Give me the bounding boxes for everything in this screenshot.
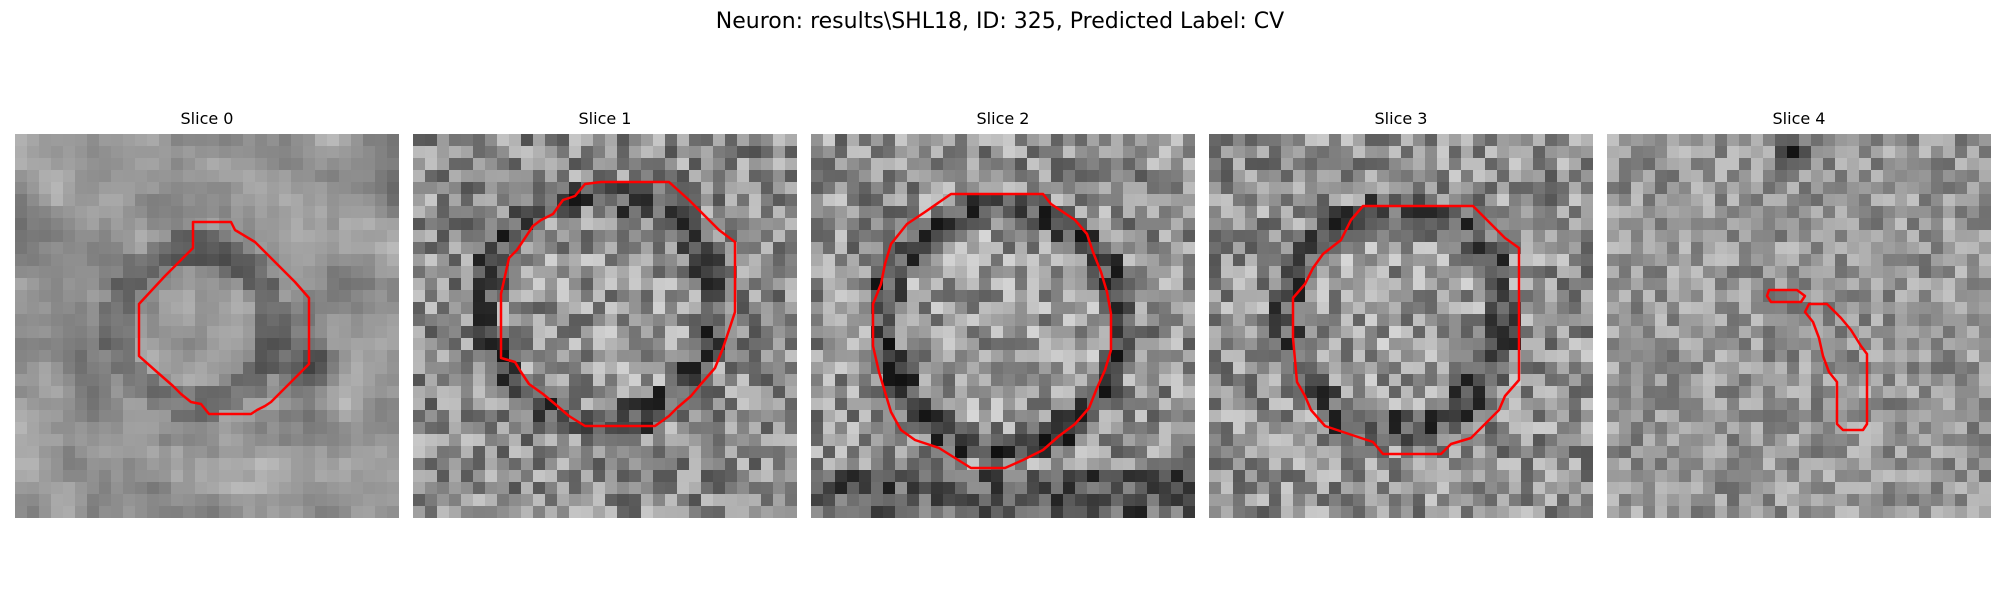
contour-outline bbox=[499, 180, 737, 428]
slice-image-4 bbox=[1607, 134, 1991, 518]
slice-title-2: Slice 2 bbox=[976, 109, 1030, 128]
slice-contour-overlay-4 bbox=[1765, 288, 1869, 432]
slice-image-1 bbox=[413, 134, 797, 518]
contour-outline-elongated bbox=[1803, 302, 1869, 432]
slice-title-4: Slice 4 bbox=[1772, 109, 1826, 128]
slice-contour-overlay-1 bbox=[499, 180, 737, 428]
slice-panel-0: Slice 0 bbox=[15, 108, 399, 518]
slice-panel-4: Slice 4 bbox=[1607, 108, 1991, 518]
contour-outline bbox=[137, 220, 311, 416]
slice-title-1: Slice 1 bbox=[578, 109, 632, 128]
contour-outline bbox=[871, 192, 1113, 470]
slice-contour-overlay-2 bbox=[871, 192, 1113, 470]
figure-title: Neuron: results\SHL18, ID: 325, Predicte… bbox=[715, 9, 1285, 34]
slice-contour-overlay-3 bbox=[1291, 204, 1521, 456]
contour-outline-small bbox=[1765, 288, 1807, 304]
slice-title-3: Slice 3 bbox=[1374, 109, 1428, 128]
slice-panel-2: Slice 2 bbox=[811, 108, 1195, 518]
contour-outline bbox=[1291, 204, 1521, 456]
slice-image-0 bbox=[15, 134, 399, 518]
slice-panel-1: Slice 1 bbox=[413, 108, 797, 518]
slice-title-0: Slice 0 bbox=[180, 109, 234, 128]
slice-image-2 bbox=[811, 134, 1195, 518]
slice-panel-3: Slice 3 bbox=[1209, 108, 1593, 518]
slice-contour-overlay-0 bbox=[137, 220, 311, 416]
